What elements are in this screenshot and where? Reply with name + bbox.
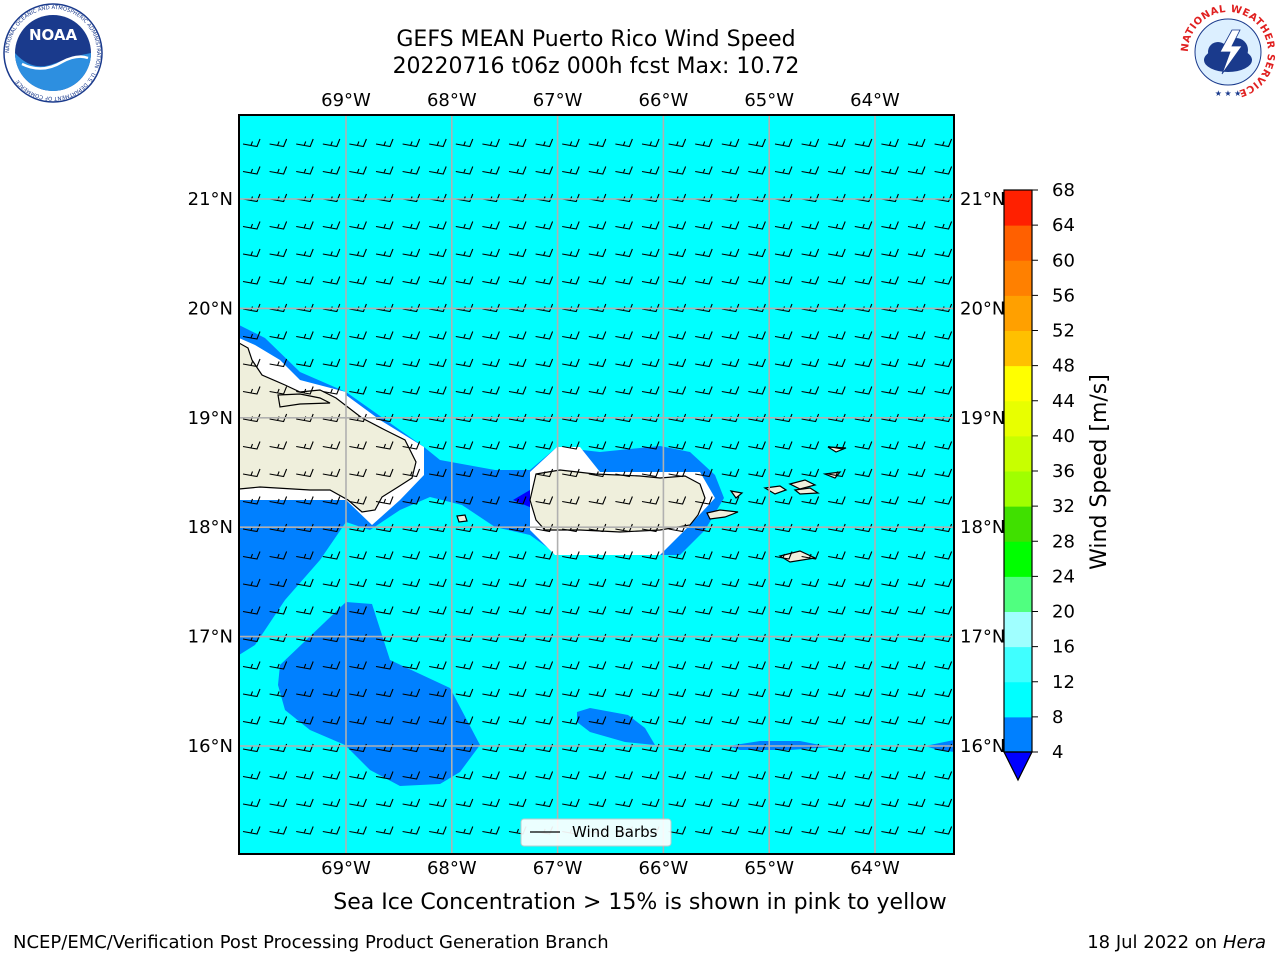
left-lat-tick-label: 19°N [188,408,233,429]
colorbar-segment [1004,576,1032,612]
puerto-rico-landmass [529,469,706,533]
colorbar-segment [1004,295,1032,331]
footer-date-text: 18 Jul 2022 on [1087,932,1218,953]
bottom-lon-tick-label: 67°W [533,858,583,879]
sea-ice-caption: Sea Ice Concentration > 15% is shown in … [333,890,947,915]
left-lat-tick-label: 16°N [188,736,233,757]
colorbar-segment [1004,435,1032,472]
svg-text:NOAA: NOAA [29,26,78,44]
map-frame [238,114,955,855]
colorbar-tick-label: 28 [1052,531,1075,552]
colorbar-tick-label: 24 [1052,566,1075,587]
left-lat-tick-label: 21°N [188,189,233,210]
colorbar-tick-label: 60 [1052,250,1075,271]
bottom-lon-tick-label: 68°W [427,858,477,879]
hispaniola-landmass [239,342,417,513]
colorbar-tick-label: 20 [1052,602,1075,623]
st-thomas-island [763,485,788,495]
colorbar-segment [1004,506,1032,542]
colorbar-tick-label: 16 [1052,637,1075,658]
top-lon-tick-label: 68°W [427,90,477,111]
colorbar-segment [1004,225,1032,261]
right-lat-tick-label: 18°N [960,517,1005,538]
bottom-lon-tick-label: 65°W [744,858,794,879]
colorbar-tick-label: 36 [1052,461,1075,482]
colorbar-label: Wind Speed [m/s] [1087,374,1112,570]
hispaniola-peninsula [277,393,331,408]
left-lat-tick-label: 20°N [188,298,233,319]
noaa-logo: NOAA NATIONAL OCEANIC AND ATMOSPHERIC AD… [3,3,103,103]
colorbar-tick-label: 56 [1052,285,1075,306]
colorbar-segment [1004,260,1032,296]
colorbar-tick-label: 4 [1052,742,1063,763]
colorbar-segment [1004,716,1032,753]
wind-barb-marks [242,138,953,835]
colorbar-segment [1004,330,1032,367]
right-lat-tick-label: 16°N [960,736,1005,757]
colorbar-segment [1004,365,1032,402]
culebra-island [729,490,744,499]
top-lon-tick-label: 64°W [850,90,900,111]
colorbar-segment [1004,611,1032,648]
colorbar-segment [1004,190,1032,226]
left-lat-tick-label: 18°N [188,517,233,538]
colorbar-segment [1004,646,1032,683]
top-lon-tick-label: 69°W [321,90,371,111]
colorbar-segment [1004,541,1032,577]
wind-barbs-field [242,138,953,835]
graticule [239,115,954,854]
axis-tick-labels: 69°W 69°W 68°W 68°W 67°W 67°W 66°W 66°W 65°W 65°W… [188,90,1006,879]
top-lon-tick-label: 65°W [744,90,794,111]
vieques-island [706,509,739,520]
right-lat-tick-label: 19°N [960,408,1005,429]
bottom-lon-tick-label: 66°W [639,858,689,879]
colorbar-segment [1004,400,1032,437]
bottom-lon-tick-label: 69°W [321,858,371,879]
colorbar-tick-label: 44 [1052,391,1075,412]
colorbar-tick-label: 8 [1052,707,1063,728]
very-low-wind-region [513,490,532,508]
st-john-island [788,479,817,490]
right-lat-tick-label: 21°N [960,189,1005,210]
nws-logo: NATIONAL WEATHER SERVICE ★ ★ ★ [1180,4,1276,100]
footer-machine: Hera [1222,932,1266,953]
tortola-island [793,487,820,495]
colorbar-under-extension [1003,751,1033,782]
top-lon-tick-label: 66°W [639,90,689,111]
top-lon-tick-label: 67°W [533,90,583,111]
colorbar-tick-label: 52 [1052,321,1075,342]
north-islet [827,446,847,453]
left-lat-tick-label: 17°N [188,627,233,648]
map-legend: Wind Barbs [520,818,672,847]
colorbar-tick-label: 64 [1052,215,1075,236]
bottom-lon-tick-label: 64°W [850,858,900,879]
legend-label: Wind Barbs [572,823,658,841]
right-lat-tick-label: 17°N [960,627,1005,648]
chart-title: GEFS MEAN Puerto Rico Wind Speed [396,27,796,52]
right-lat-tick-label: 20°N [960,298,1005,319]
colorbar-segment [1004,681,1032,718]
colorbar-tick-label: 48 [1052,356,1075,377]
footer-date: 18 Jul 2022 on Hera [1087,932,1266,953]
colorbar-tick-label: 40 [1052,426,1075,447]
colorbar-tick-label: 12 [1052,672,1075,693]
colorbar-segment [1004,471,1032,507]
footer-credit: NCEP/EMC/Verification Post Processing Pr… [13,932,609,953]
colorbar-tick-label: 32 [1052,496,1075,517]
chart-subtitle: 20220716 t06z 000h fcst Max: 10.72 [392,54,800,79]
mona-island [456,514,468,523]
colorbar-tick-label: 68 [1052,180,1075,201]
svg-text:★ ★ ★: ★ ★ ★ [1215,89,1242,98]
map-area: Wind Barbs [239,115,954,854]
